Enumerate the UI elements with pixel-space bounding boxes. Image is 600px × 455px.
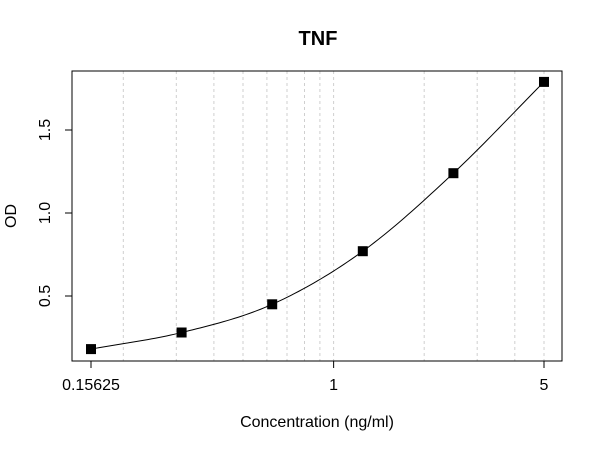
y-axis-label: OD [3, 204, 20, 228]
y-axis: 0.5 1.0 1.5 [37, 119, 72, 307]
x-tick-label: 1 [329, 377, 338, 394]
x-axis: 0.15625 1 5 [62, 361, 549, 394]
fit-curve [90, 81, 545, 350]
chart-title: TNF [299, 28, 338, 50]
y-tick-label: 1.5 [37, 119, 54, 141]
plot-frame [71, 70, 563, 362]
grid-lines [122, 71, 545, 361]
x-axis-label: Concentration (ng/ml) [240, 414, 394, 431]
data-point [448, 168, 459, 179]
fit-curve-layer [90, 81, 545, 350]
data-points [86, 76, 549, 355]
y-tick-label: 0.5 [37, 285, 54, 307]
x-tick-label: 5 [540, 377, 549, 394]
y-tick-label: 1.0 [37, 202, 54, 224]
data-point [86, 344, 96, 355]
x-tick-label: 0.15625 [62, 377, 120, 394]
data-point [176, 327, 187, 338]
data-point [267, 299, 278, 310]
data-point [357, 246, 368, 257]
data-point [539, 76, 549, 87]
